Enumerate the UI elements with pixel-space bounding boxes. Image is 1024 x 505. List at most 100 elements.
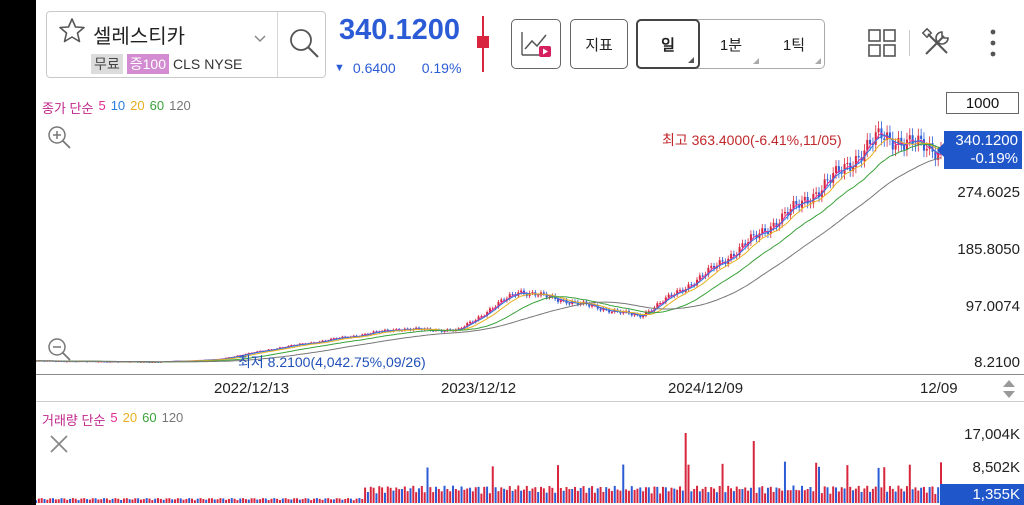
candle-body <box>860 157 863 162</box>
period-1min[interactable]: 1분 <box>699 20 763 68</box>
volume-bar <box>469 487 472 503</box>
volume-bar <box>88 499 91 503</box>
candle-body <box>469 321 472 324</box>
volume-bar <box>806 488 809 503</box>
volume-bar <box>307 498 310 503</box>
volume-bar <box>940 462 942 503</box>
volume-bar <box>364 487 367 503</box>
volume-bar <box>46 499 49 503</box>
scroll-arrows-icon[interactable] <box>1000 377 1018 401</box>
volume-bar <box>267 499 270 503</box>
x-tick-3: 2024/12/09 <box>668 380 744 397</box>
candle-body <box>54 361 57 363</box>
candle-body <box>764 228 767 233</box>
close-icon[interactable] <box>48 433 70 455</box>
volume-bar <box>880 487 883 503</box>
volume-bar <box>310 500 313 503</box>
volume-bar <box>250 498 253 503</box>
chevron-down-icon[interactable] <box>253 34 267 44</box>
volume-bar <box>602 491 605 503</box>
candle-body <box>869 139 872 145</box>
volume-bar <box>151 500 154 503</box>
volume-bar <box>738 489 741 503</box>
volume-bar <box>219 498 222 503</box>
grid-layout-icon[interactable] <box>865 26 899 60</box>
volume-bar <box>210 498 213 503</box>
volume-bar <box>534 487 537 503</box>
volume-bar <box>244 499 247 503</box>
volume-bar <box>358 498 361 503</box>
volume-bar <box>545 492 548 503</box>
volume-bar <box>347 498 350 503</box>
volume-bar <box>877 467 880 503</box>
volume-bar <box>301 499 304 503</box>
volume-bar <box>863 488 866 503</box>
volume-bar <box>457 490 460 503</box>
volume-bar <box>724 492 727 503</box>
star-icon[interactable] <box>57 16 87 46</box>
ticker: CLS <box>173 56 201 72</box>
zoom-out-icon[interactable] <box>46 336 72 362</box>
candle-body <box>755 234 758 239</box>
candle-body <box>74 361 77 363</box>
volume-bar <box>122 498 125 503</box>
volume-bar <box>293 498 296 503</box>
volume-bar <box>900 488 903 503</box>
indicator-button[interactable]: 지표 <box>570 19 628 69</box>
search-icon[interactable] <box>287 26 321 60</box>
volume-bar <box>591 486 594 503</box>
volume-bar <box>707 492 710 503</box>
volume-bar <box>574 486 577 503</box>
tools-icon[interactable] <box>920 26 954 60</box>
volume-bar <box>576 490 579 503</box>
period-day[interactable]: 일 <box>636 19 700 69</box>
candle-body <box>707 267 710 275</box>
volume-bar <box>327 498 330 503</box>
volume-bar <box>886 491 889 503</box>
volume-bar <box>829 493 832 503</box>
stock-selector[interactable]: 셀레스티카 무료 증100 CLS NYSE <box>46 11 326 78</box>
current-price-tag: 340.1200 -0.19% <box>937 131 1022 169</box>
candle-body <box>659 303 662 305</box>
volume-bar <box>449 491 452 503</box>
candle-body <box>480 316 483 318</box>
volume-bar <box>636 488 639 503</box>
volume-chart[interactable] <box>36 410 1024 505</box>
candle-body <box>647 310 650 312</box>
volume-bar <box>835 487 838 503</box>
more-icon[interactable] <box>976 26 1010 60</box>
zoom-in-icon[interactable] <box>46 124 72 150</box>
volume-bar <box>43 498 46 503</box>
volume-bar <box>520 490 523 503</box>
candle-body <box>752 234 755 236</box>
volume-bar <box>775 487 778 503</box>
volume-bar <box>715 492 718 503</box>
volume-bar <box>557 465 560 503</box>
chart-type-button[interactable] <box>511 19 561 69</box>
volume-bar <box>318 498 321 503</box>
volume-bar <box>820 493 823 503</box>
volume-bar <box>165 498 168 503</box>
volume-bar <box>188 498 191 503</box>
candle-count-box[interactable]: 1000 <box>946 92 1019 114</box>
volume-bar <box>795 489 798 503</box>
candle-body <box>866 139 869 151</box>
volume-bar <box>463 489 466 503</box>
volume-bar <box>239 498 242 503</box>
volume-bar <box>412 485 415 503</box>
volume-bar <box>216 499 219 503</box>
price-chart[interactable] <box>36 118 1024 374</box>
candle-body <box>886 132 889 140</box>
volume-bar <box>937 487 940 503</box>
volume-bar <box>60 498 63 503</box>
period-1tick[interactable]: 1틱 <box>763 20 825 68</box>
volume-bar <box>730 488 733 503</box>
volume-bar <box>344 498 347 503</box>
ma-60: 60 <box>149 98 165 113</box>
low-price-label: 최저 8.2100(4,042.75%,09/26) <box>238 354 426 370</box>
volume-bar <box>610 490 613 503</box>
volume-bar <box>37 498 40 503</box>
volume-bar <box>928 487 931 503</box>
candle-body <box>877 128 880 133</box>
volume-bar <box>653 486 656 503</box>
